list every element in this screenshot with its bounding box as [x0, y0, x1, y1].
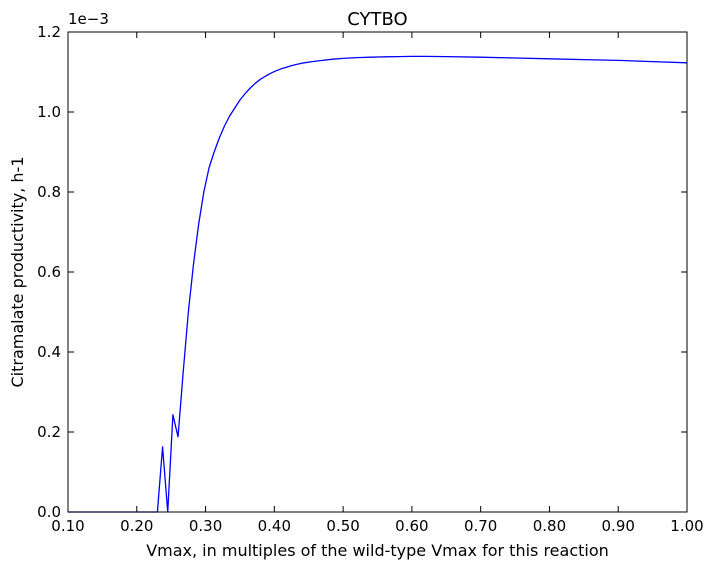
x-tick-label: 0.30	[189, 517, 222, 535]
y-tick-label: 1.0	[37, 103, 61, 121]
x-tick-label: 1.00	[670, 517, 703, 535]
x-tick-label: 0.20	[120, 517, 153, 535]
y-tick-label: 0.6	[37, 263, 61, 281]
y-axis-label: Citramalate productivity, h-1	[8, 156, 27, 387]
y-tick-label: 0.2	[37, 423, 61, 441]
x-tick-label: 0.40	[258, 517, 291, 535]
x-tick-label: 0.90	[602, 517, 635, 535]
ticks-layer: 0.10 0.20 0.30 0.40 0.50 0.60 0.70 0.80 0.90 1.00…	[37, 23, 704, 535]
x-tick-label: 0.70	[464, 517, 497, 535]
plot-frame	[67, 31, 688, 513]
x-axis-label: Vmax, in multiples of the wild-type Vmax…	[146, 541, 609, 560]
x-tick-label: 0.80	[533, 517, 566, 535]
y-scale-label: 1e−3	[68, 10, 109, 28]
series-layer	[68, 55, 688, 513]
y-tick-label: 0.8	[37, 183, 61, 201]
y-tick-label: 0.4	[37, 343, 61, 361]
x-tick-label: 0.50	[326, 517, 359, 535]
x-tick-label: 0.60	[395, 517, 428, 535]
series-line	[68, 55, 688, 513]
x-tick-label: 0.10	[51, 517, 84, 535]
y-tick-label: 1.2	[37, 23, 61, 41]
chart-title: CYTBO	[347, 9, 407, 30]
y-tick-label: 0.0	[37, 503, 61, 521]
